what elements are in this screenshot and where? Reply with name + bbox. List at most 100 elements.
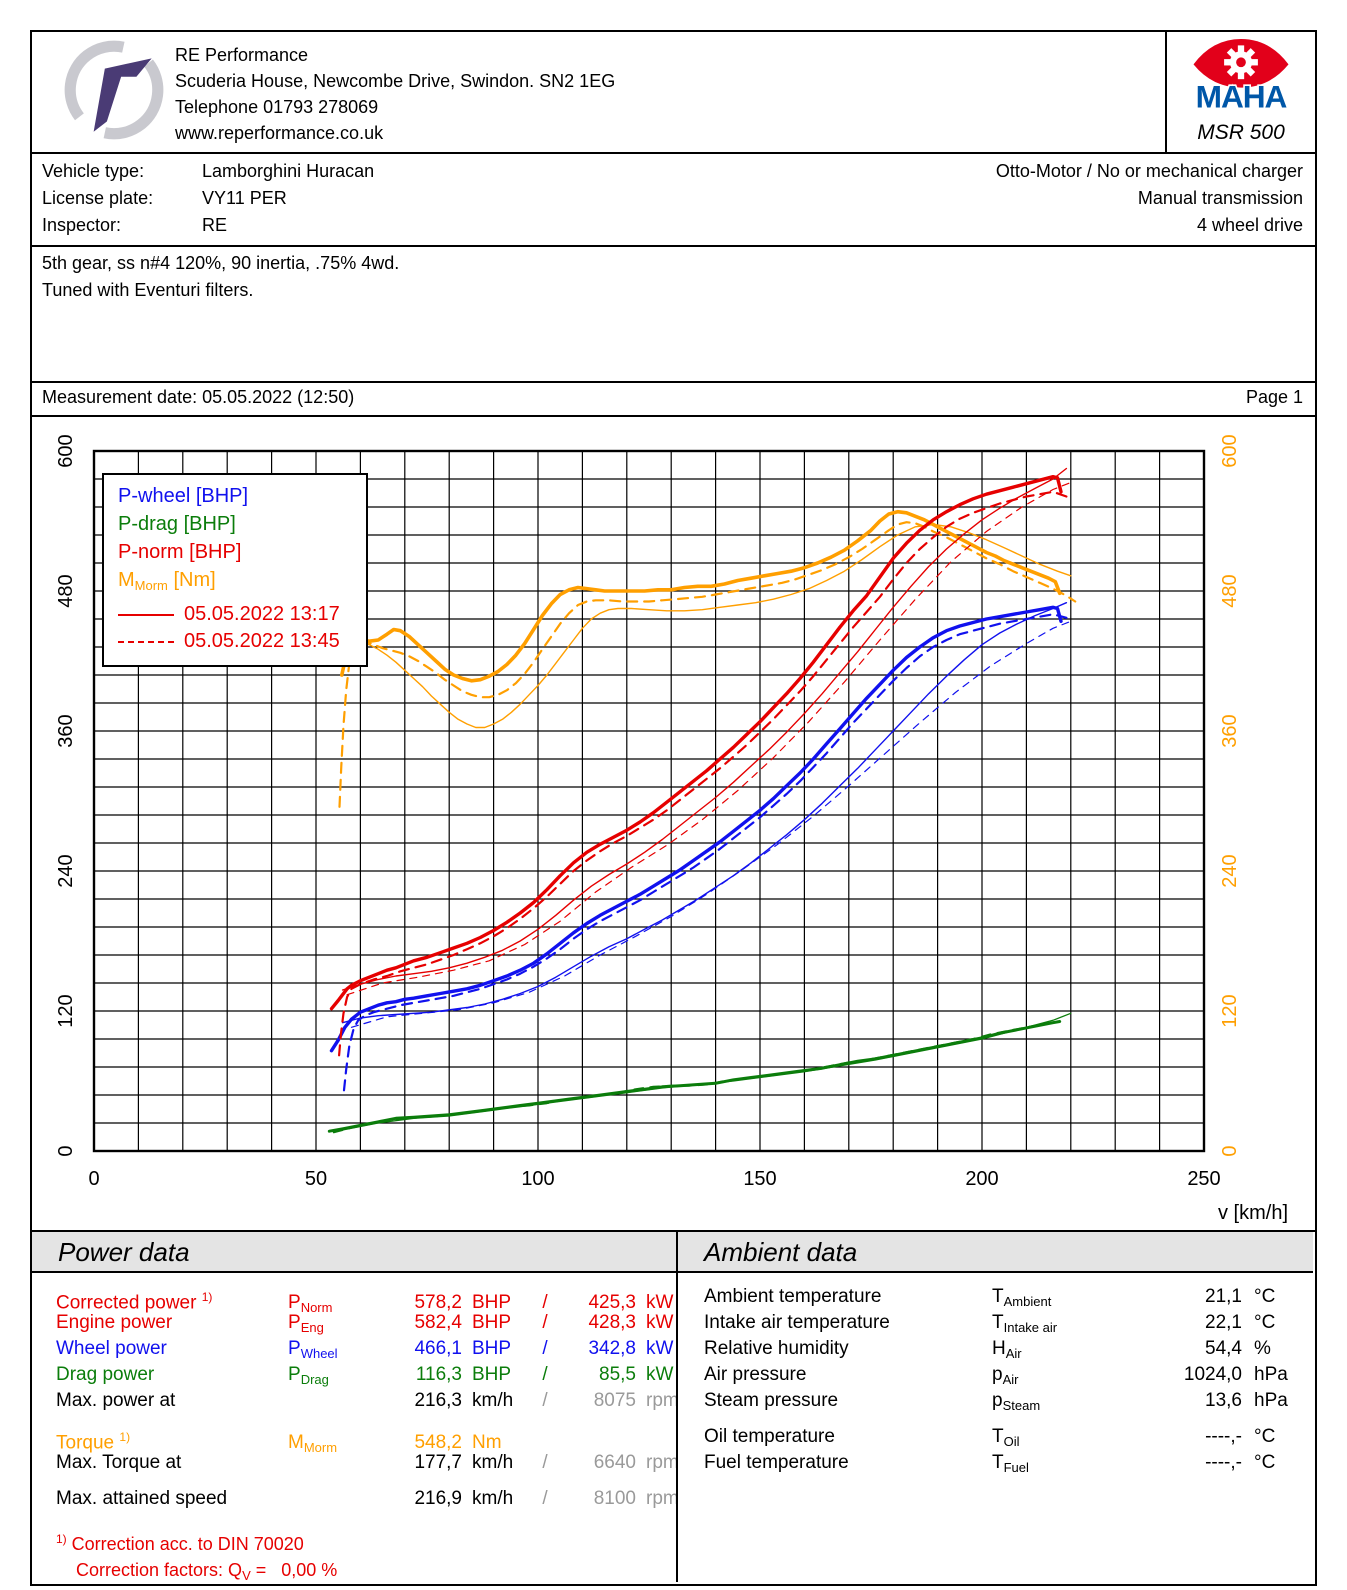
inspector-value: RE bbox=[202, 215, 228, 235]
legend-torque: MMorm [Nm] bbox=[118, 569, 216, 593]
engine-config-block: Otto-Motor / No or mechanical charger Ma… bbox=[996, 158, 1303, 239]
maha-brand-text: MAHA bbox=[1196, 79, 1288, 114]
steam-pressure-row: Steam pressure pSteam 13,6 hPa bbox=[704, 1390, 1288, 1413]
y-tick-label-right: 600 bbox=[1219, 434, 1241, 467]
solid-line-sample-icon bbox=[118, 613, 174, 616]
y-tick-label-left: 480 bbox=[55, 574, 77, 607]
engine-power-row: Engine power PEng 582,4 BHP/428,3 kW bbox=[56, 1312, 674, 1335]
power-data-rows: Corrected power 1) PNorm 578,2 BHP/425,3 kW … bbox=[32, 1273, 679, 1585]
dyno-chart: 0 50 100 150 200 250 0 120 240 360 480 600 0 120 240 36… bbox=[32, 415, 1315, 1230]
company-website: www.reperformance.co.uk bbox=[175, 123, 384, 143]
legend-run-2: 05.05.2022 13:45 bbox=[118, 628, 356, 655]
correction-footnote: 1) Correction acc. to DIN 70020 Correcti… bbox=[32, 1526, 676, 1585]
report-header: RE Performance Scuderia House, Newcombe … bbox=[32, 32, 1315, 154]
power-data-title: Power data bbox=[58, 1237, 190, 1267]
maha-logo-icon: MAHA bbox=[1193, 39, 1290, 116]
vehicle-type-label: Vehicle type: bbox=[42, 161, 145, 181]
relative-humidity-row: Relative humidity HAir 54,4% bbox=[704, 1338, 1271, 1361]
series-p-wheel-raw-13-17 bbox=[341, 601, 1068, 1024]
series-p-wheel-13-45 bbox=[342, 613, 1068, 1092]
y-tick-label-right: 240 bbox=[1219, 854, 1241, 887]
license-plate-row: License plate: VY11 PER bbox=[42, 185, 287, 212]
measurement-date-row: Measurement date: 05.05.2022 (12:50) Pag… bbox=[32, 381, 1315, 417]
page-number: Page 1 bbox=[1245, 387, 1303, 407]
inspector-row: Inspector: RE bbox=[42, 212, 227, 239]
vehicle-type-value: Lamborghini Huracan bbox=[202, 161, 375, 181]
series-p-drag-raw bbox=[341, 1012, 1072, 1131]
intake-air-temperature-row: Intake air temperature TIntake air 22,1 °C bbox=[704, 1312, 1276, 1335]
x-tick-label: 100 bbox=[521, 1168, 554, 1190]
y-tick-label-right: 480 bbox=[1219, 574, 1241, 607]
y-tick-label-right: 0 bbox=[1219, 1145, 1241, 1156]
series-p-norm-13-17 bbox=[329, 475, 1063, 1011]
device-model: MSR 500 bbox=[1197, 121, 1285, 144]
dashed-line-sample-icon bbox=[118, 640, 174, 643]
y-tick-label-left: 600 bbox=[55, 434, 77, 467]
comment-line-2: Tuned with Eventuri filters. bbox=[42, 280, 254, 300]
legend-p-norm: P-norm [BHP] bbox=[118, 541, 242, 563]
drag-power-row: Drag power PDrag 116,3 BHP/85,5 kW bbox=[56, 1364, 674, 1387]
y-tick-label-left: 120 bbox=[55, 994, 77, 1027]
x-tick-label: 50 bbox=[305, 1168, 327, 1190]
comment-line-1: 5th gear, ss n#4 120%, 90 inertia, .75% … bbox=[42, 253, 400, 273]
x-tick-label: 150 bbox=[743, 1168, 776, 1190]
measurement-date: Measurement date: 05.05.2022 (12:50) bbox=[42, 387, 355, 407]
series-p-eng-13-45 bbox=[346, 481, 1072, 996]
ambient-data-panel: Ambient data Ambient temperature TAmbient… bbox=[676, 1232, 1313, 1582]
x-axis-unit-label: v [km/h] bbox=[1218, 1202, 1288, 1224]
series-m-norm-13-17 bbox=[339, 509, 1062, 683]
company-phone: Telephone 01793 278069 bbox=[175, 97, 379, 117]
x-tick-label: 250 bbox=[1187, 1168, 1220, 1190]
footnote-line-2: Correction factors: QV = 0,00 % bbox=[76, 1560, 338, 1583]
y-tick-label-right: 120 bbox=[1219, 994, 1241, 1027]
footnote-line-1: 1) Correction acc. to DIN 70020 bbox=[56, 1532, 304, 1554]
air-pressure-row: Air pressure pAir 1024,0 hPa bbox=[704, 1364, 1288, 1387]
ambient-data-title: Ambient data bbox=[704, 1237, 858, 1267]
legend-p-drag: P-drag [BHP] bbox=[118, 513, 236, 535]
series-p-norm-13-45 bbox=[338, 490, 1068, 1057]
transmission-type: Manual transmission bbox=[1137, 188, 1303, 208]
company-address: Scuderia House, Newcombe Drive, Swindon.… bbox=[175, 71, 616, 91]
vehicle-info-section: Vehicle type: Lamborghini Huracan Licens… bbox=[32, 152, 1315, 247]
engine-type: Otto-Motor / No or mechanical charger bbox=[995, 161, 1303, 181]
wheel-power-row: Wheel power PWheel 466,1 BHP/342,8 kW bbox=[56, 1338, 674, 1361]
max-attained-speed-row: Max. attained speed 216,9 km/h/8100 rpm bbox=[56, 1488, 679, 1509]
series-p-eng-13-17 bbox=[341, 467, 1068, 991]
ambient-data-rows: Ambient temperature TAmbient 21,1 °C Intake… bbox=[678, 1273, 1313, 1476]
maha-brand-cell: MAHA MSR 500 bbox=[1165, 32, 1315, 152]
data-tables-section: Power data Corrected power 1) PNorm 578,2 B… bbox=[32, 1230, 1315, 1585]
x-tick-label: 0 bbox=[88, 1168, 99, 1190]
ambient-temperature-row: Ambient temperature TAmbient 21,1 °C bbox=[704, 1286, 1276, 1309]
power-data-header: Power data bbox=[32, 1232, 676, 1273]
page-frame: RE Performance Scuderia House, Newcombe … bbox=[30, 30, 1317, 1586]
drive-type: 4 wheel drive bbox=[1196, 215, 1303, 235]
legend-p-wheel: P-wheel [BHP] bbox=[118, 485, 249, 507]
license-plate-label: License plate: bbox=[42, 188, 154, 208]
ambient-data-header: Ambient data bbox=[678, 1232, 1313, 1273]
series-m-eng-13-17 bbox=[341, 523, 1072, 729]
plot-border bbox=[92, 449, 1206, 1153]
company-block: RE Performance Scuderia House, Newcombe … bbox=[175, 42, 615, 146]
max-torque-at-row: Max. Torque at 177,7 km/h/6640 rpm bbox=[56, 1452, 679, 1473]
fuel-temperature-row: Fuel temperature TFuel ----,- °C bbox=[704, 1452, 1276, 1475]
series-p-wheel-raw-13-45 bbox=[350, 620, 1072, 1028]
legend-run-1: 05.05.2022 13:17 bbox=[118, 601, 356, 628]
oil-temperature-row: Oil temperature TOil ----,- °C bbox=[704, 1426, 1276, 1449]
y-tick-label-left: 240 bbox=[55, 854, 77, 887]
series-p-wheel-13-17 bbox=[329, 605, 1063, 1053]
re-performance-logo-icon bbox=[58, 36, 170, 153]
inspector-label: Inspector: bbox=[42, 215, 122, 235]
x-tick-label: 200 bbox=[965, 1168, 998, 1190]
series-m-norm-13-45 bbox=[338, 521, 1077, 808]
series-p-drag-13-17 bbox=[327, 1020, 1062, 1133]
vehicle-type-row: Vehicle type: Lamborghini Huracan bbox=[42, 158, 374, 185]
corrected-power-row: Corrected power 1) PNorm 578,2 BHP/425,3 kW bbox=[56, 1290, 674, 1316]
max-power-at-row: Max. power at 216,3 km/h/8075 rpm bbox=[56, 1390, 679, 1411]
y-tick-label-right: 360 bbox=[1219, 714, 1241, 747]
chart-legend: P-wheel [BHP] P-drag [BHP] P-norm [BHP] … bbox=[102, 473, 368, 667]
comments-section: 5th gear, ss n#4 120%, 90 inertia, .75% … bbox=[32, 245, 1315, 383]
y-tick-label-left: 360 bbox=[55, 714, 77, 747]
y-tick-label-left: 0 bbox=[55, 1145, 77, 1156]
torque-row: Torque 1) MMorm 548,2 Nm bbox=[56, 1430, 502, 1456]
